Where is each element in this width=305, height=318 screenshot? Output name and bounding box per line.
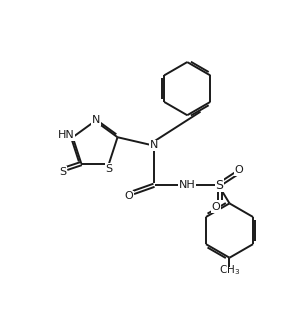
Text: S: S [59,167,67,177]
Text: CH$_3$: CH$_3$ [219,264,240,277]
Text: N: N [150,140,158,150]
Text: O: O [212,202,220,212]
Text: HN: HN [58,130,74,141]
Text: O: O [235,165,243,176]
Text: N: N [92,115,100,125]
Text: S: S [216,179,224,192]
Text: NH: NH [179,180,196,190]
Text: S: S [106,164,113,174]
Text: O: O [124,191,133,201]
